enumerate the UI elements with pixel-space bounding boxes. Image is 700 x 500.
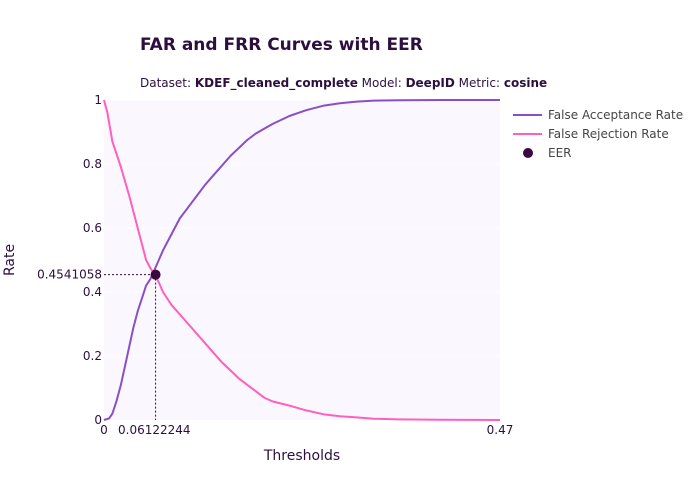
y-axis-title: Rate xyxy=(2,244,18,276)
eer-point xyxy=(150,269,161,280)
subtitle-dataset: KDEF_cleaned_complete xyxy=(195,76,358,91)
subtitle-model-label: Model: xyxy=(362,76,402,90)
x-tick-label: 0 xyxy=(100,423,108,437)
y-tick-label: 0 xyxy=(94,413,102,427)
x-tick-label: 0.06122244 xyxy=(118,423,191,437)
y-tick-label: 0.8 xyxy=(83,157,102,171)
y-tick-label: 1 xyxy=(94,93,102,107)
series-lines xyxy=(103,99,501,421)
y-axis-ticks: 0 0.2 0.4 0.6 0.8 1 xyxy=(83,93,102,427)
y-tick-label: 0.4 xyxy=(83,285,102,299)
y-tick-label: 0.2 xyxy=(83,349,102,363)
eer-annotation: 0.4541058 xyxy=(37,268,161,420)
eer-value-label: 0.4541058 xyxy=(37,268,102,282)
x-axis-title: Thresholds xyxy=(263,448,340,464)
grid-lines xyxy=(104,99,500,357)
x-axis-ticks: 0 0.06122244 0.47 xyxy=(100,423,513,437)
subtitle-metric: cosine xyxy=(504,76,547,90)
y-tick-label: 0.6 xyxy=(83,221,102,235)
series-line-1 xyxy=(103,99,501,421)
x-tick-label: 0.47 xyxy=(487,423,514,437)
series-line-0 xyxy=(103,99,500,421)
plot-area xyxy=(104,100,500,420)
subtitle-dataset-label: Dataset: xyxy=(140,76,191,90)
legend: False Acceptance Rate False Rejection Rat… xyxy=(513,108,683,160)
chart-subtitle: Dataset: KDEF_cleaned_complete Model: De… xyxy=(140,76,547,91)
legend-item-label: False Acceptance Rate xyxy=(548,108,683,122)
subtitle-metric-label: Metric: xyxy=(459,76,500,90)
legend-swatch-marker xyxy=(523,148,533,158)
chart-title: FAR and FRR Curves with EER xyxy=(140,35,423,55)
subtitle-model: DeepID xyxy=(406,76,455,90)
legend-item-label: EER xyxy=(548,146,572,160)
legend-item-label: False Rejection Rate xyxy=(548,127,669,141)
